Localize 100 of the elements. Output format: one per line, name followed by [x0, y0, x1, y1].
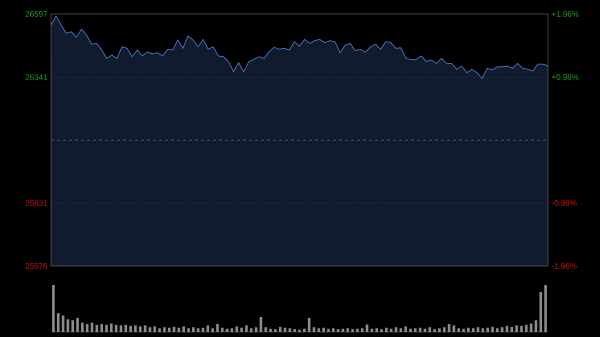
bar	[144, 325, 146, 332]
bar	[245, 325, 248, 332]
y-tick-label: 26341	[26, 74, 48, 80]
bar	[400, 328, 402, 332]
bar	[327, 328, 330, 332]
bar	[375, 328, 378, 332]
bar	[457, 328, 460, 332]
bar	[172, 326, 176, 332]
bar	[105, 324, 108, 332]
bar	[187, 328, 190, 332]
bar	[342, 328, 344, 332]
bar	[81, 322, 84, 332]
bar	[308, 318, 310, 332]
y2-tick-label: -0.98%	[552, 200, 577, 206]
bar	[544, 284, 547, 332]
y2-tick-label: -1.96%	[552, 263, 577, 269]
bar	[491, 326, 494, 332]
bar	[264, 327, 268, 332]
y2-tick-label: +1.96%	[552, 11, 579, 17]
bar	[448, 324, 450, 332]
bar	[530, 324, 532, 332]
bar	[124, 324, 128, 332]
bar	[168, 328, 171, 332]
bar	[254, 327, 258, 332]
y-tick-label: 25576	[26, 263, 48, 269]
bar	[269, 328, 272, 332]
bar	[385, 328, 388, 332]
bar	[260, 316, 262, 332]
bar	[452, 325, 456, 332]
bar	[366, 324, 368, 332]
bar	[216, 324, 219, 332]
bar	[192, 327, 195, 332]
bar	[114, 324, 118, 332]
bar	[226, 328, 228, 332]
bar	[332, 328, 335, 332]
bar	[370, 328, 374, 332]
y2-tick-label: +0.98%	[552, 74, 579, 80]
bar	[442, 327, 446, 332]
bar	[482, 328, 484, 332]
bar	[472, 328, 475, 332]
bar	[322, 328, 325, 332]
bar	[134, 325, 137, 332]
bar	[96, 324, 98, 332]
bar	[404, 326, 407, 332]
bar	[318, 328, 320, 332]
bar	[428, 327, 432, 332]
bar	[390, 328, 392, 332]
bar	[148, 327, 152, 332]
bar	[211, 328, 214, 332]
bar	[346, 328, 350, 332]
bar	[418, 328, 422, 332]
bar	[394, 327, 398, 332]
bar	[202, 328, 204, 332]
bar	[100, 324, 103, 332]
bar	[351, 329, 354, 332]
bar	[486, 328, 489, 332]
bar	[196, 328, 200, 332]
bar	[71, 320, 74, 332]
bar	[284, 328, 286, 332]
bar	[158, 328, 161, 332]
bar	[303, 328, 306, 332]
bar	[66, 319, 70, 332]
bar	[515, 325, 518, 332]
bar	[496, 328, 499, 332]
bar	[476, 327, 480, 332]
bar	[250, 328, 253, 332]
bar	[380, 329, 383, 332]
bar	[110, 324, 113, 332]
bar	[56, 313, 60, 332]
bar	[86, 324, 88, 332]
y-tick-label: 26597	[26, 11, 48, 17]
bar	[467, 328, 470, 332]
bar	[120, 325, 122, 332]
bar	[90, 322, 94, 332]
bar	[206, 325, 210, 332]
bar	[336, 329, 340, 332]
bar	[424, 328, 426, 332]
bar	[414, 328, 417, 332]
bar	[293, 329, 296, 332]
bar	[500, 327, 504, 332]
bar	[433, 329, 436, 332]
bar	[539, 292, 542, 332]
bar	[129, 326, 132, 332]
bar	[235, 326, 238, 332]
bar	[510, 326, 514, 332]
bar	[506, 326, 508, 332]
bar	[52, 284, 55, 332]
bar	[138, 326, 142, 332]
bar	[178, 328, 180, 332]
bar	[462, 328, 465, 332]
bar	[221, 328, 224, 332]
bar	[274, 329, 277, 332]
bar	[182, 326, 185, 332]
bar	[356, 328, 359, 332]
bar	[240, 328, 243, 332]
bar	[438, 328, 441, 332]
bar	[153, 326, 156, 332]
y-tick-label: 25831	[26, 200, 48, 206]
bar	[534, 320, 538, 332]
bar	[76, 318, 79, 332]
